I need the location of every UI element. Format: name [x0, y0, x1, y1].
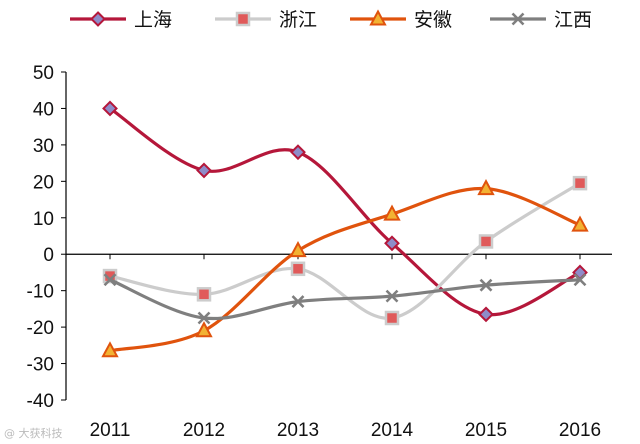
y-tick-label: 0	[43, 245, 54, 266]
data-point-x	[291, 295, 305, 309]
data-point-diamond	[384, 235, 400, 252]
x-tick-label: 2011	[90, 420, 131, 441]
legend-item: 上海	[70, 9, 172, 31]
legend-marker-x	[511, 12, 525, 26]
x-tick-label: 2014	[371, 420, 414, 441]
series-2	[102, 175, 588, 326]
data-point-square	[478, 234, 494, 249]
data-point-square	[290, 261, 306, 277]
legend-label: 江西	[554, 9, 592, 31]
series-4	[103, 273, 587, 325]
data-point-x	[479, 278, 493, 292]
y-tick-label: 20	[33, 172, 54, 193]
series-3	[101, 179, 589, 358]
x-tick-label: 2012	[183, 420, 225, 441]
watermark-text: @ 大获科技	[4, 426, 63, 440]
y-tick-label: -30	[27, 355, 54, 376]
chart-axes: 50 40 30 20 10 0 -10 -20 -30 -40 2011 2012 2013 2014 2…	[27, 63, 612, 441]
series-line	[109, 186, 581, 353]
data-point-square	[572, 175, 588, 191]
legend-marker-triangle	[369, 9, 387, 26]
series-line	[109, 278, 581, 321]
data-point-diamond	[102, 100, 118, 117]
y-tick-label: 10	[33, 209, 54, 230]
data-point-triangle	[571, 215, 589, 232]
data-point-x	[385, 289, 399, 303]
data-point-square	[102, 268, 118, 284]
data-point-triangle	[195, 321, 213, 338]
legend-label: 上海	[134, 9, 172, 31]
legend-label: 安徽	[414, 9, 452, 31]
legend-marker-square	[235, 11, 251, 27]
legend-item: 安徽	[350, 9, 452, 31]
data-point-diamond	[196, 162, 212, 179]
y-tick-label: 30	[33, 136, 54, 157]
y-tick-label: 50	[33, 63, 54, 84]
legend-marker-diamond	[90, 11, 106, 27]
x-tick-label: 2013	[277, 420, 319, 441]
legend-label: 浙江	[279, 9, 317, 31]
y-tick-label: -20	[27, 318, 54, 339]
y-tick-label: -40	[27, 391, 54, 412]
data-point-diamond	[290, 144, 306, 161]
x-tick-label: 2015	[465, 420, 507, 441]
data-point-triangle	[101, 341, 119, 358]
chart-series	[101, 100, 589, 358]
data-point-x	[197, 311, 211, 325]
data-point-x	[103, 273, 117, 287]
chart-legend: 上海 浙江 安徽 江西	[70, 9, 592, 31]
data-point-square	[384, 310, 400, 326]
data-point-triangle	[289, 240, 307, 258]
data-point-diamond	[478, 306, 494, 323]
y-tick-label: -10	[27, 282, 54, 303]
y-tick-label: 40	[33, 99, 54, 120]
x-tick-label: 2016	[559, 420, 601, 441]
data-point-triangle	[383, 204, 401, 221]
legend-item: 浙江	[215, 9, 317, 31]
legend-item: 江西	[490, 9, 592, 31]
data-point-x	[573, 273, 587, 287]
series-1	[102, 100, 588, 323]
data-point-triangle	[477, 179, 495, 196]
data-point-square	[196, 287, 212, 302]
